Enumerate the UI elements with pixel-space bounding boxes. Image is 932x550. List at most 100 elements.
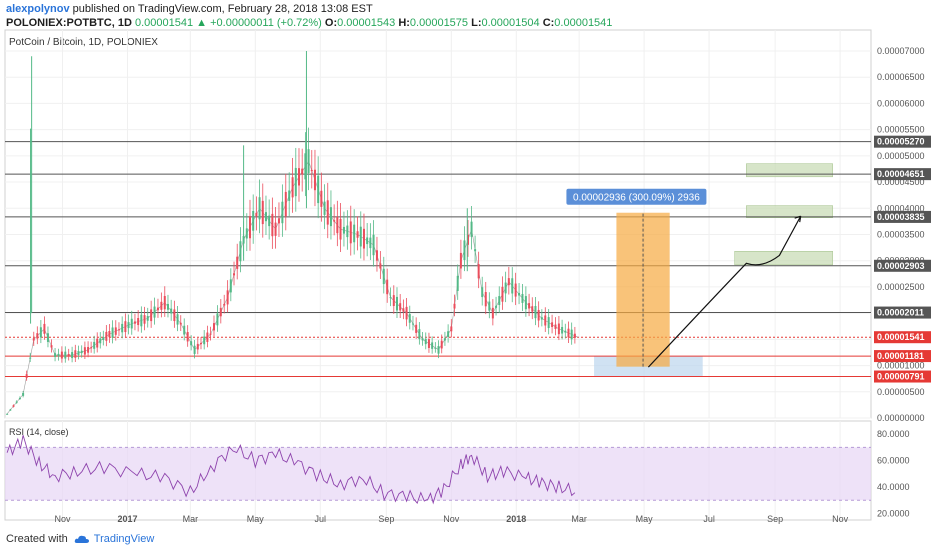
candle-body <box>307 149 310 174</box>
candle-body <box>143 315 146 324</box>
level-tag <box>874 306 931 319</box>
level-tag-label: 0.00004651 <box>877 169 925 179</box>
candle-body <box>248 216 251 239</box>
candle-body <box>258 197 261 220</box>
candle-body <box>326 200 329 225</box>
candle-body <box>411 323 414 325</box>
candle-body <box>488 301 491 311</box>
candle-body <box>447 331 450 337</box>
candle-body <box>392 295 395 306</box>
candle-body <box>415 324 418 333</box>
candle-body <box>386 279 389 295</box>
candle-body <box>544 315 547 326</box>
candle-body <box>212 323 215 331</box>
candle-body <box>443 338 446 341</box>
candle-body <box>470 221 473 237</box>
candle-body <box>83 347 86 355</box>
candle-body <box>93 341 96 349</box>
open-value: 0.00001543 <box>337 17 396 29</box>
close-value: 0.00001541 <box>554 17 613 29</box>
close-label: C: <box>542 17 555 29</box>
rsi-tick-label: 80.0000 <box>877 429 910 439</box>
candle-body <box>176 314 179 325</box>
y-tick-label: 0.00006000 <box>877 98 925 108</box>
candle-body <box>179 322 182 325</box>
x-tick-label: May <box>247 514 265 524</box>
target-zone <box>734 251 833 266</box>
candle-body <box>124 321 127 333</box>
candle-body <box>547 317 550 329</box>
candle-body <box>507 278 510 286</box>
candle-body <box>216 313 219 326</box>
measure-label-box <box>566 188 707 205</box>
candle-body <box>77 350 80 355</box>
target-zone <box>746 205 833 218</box>
candle-body <box>498 296 501 306</box>
candle-body <box>540 317 543 320</box>
candle-body <box>18 398 21 400</box>
candle-body <box>531 306 534 312</box>
rsi-tick-label: 60.0000 <box>877 456 910 466</box>
created-with-text: Created with <box>6 533 68 545</box>
main-pane[interactable] <box>4 29 872 419</box>
candle-body <box>173 309 176 322</box>
candle-body <box>223 303 226 306</box>
candle-body <box>50 345 53 348</box>
high-value: 0.00001575 <box>409 17 469 29</box>
level-tag <box>874 350 931 363</box>
candle-body <box>137 318 140 326</box>
level-tag <box>874 168 931 181</box>
projection-path[interactable] <box>647 215 802 368</box>
candle-body <box>511 278 514 294</box>
price-change-text: +0.00000011 (+0.72%) <box>210 17 322 29</box>
x-tick-label: Sep <box>378 514 394 524</box>
publish-info: published on TradingView.com, February 2… <box>72 3 373 15</box>
level-tag-label: 0.00003835 <box>877 212 925 222</box>
tradingview-brand: TradingView <box>93 533 155 545</box>
candle-body <box>372 234 375 256</box>
candle-body <box>261 200 264 225</box>
candle-body <box>573 333 576 338</box>
candle-body <box>39 327 42 338</box>
candle-body <box>453 303 456 309</box>
rsi-tick-label: 20.0000 <box>877 508 910 518</box>
candle-body <box>12 405 15 407</box>
candle-body <box>375 250 378 261</box>
candle-body <box>29 357 32 359</box>
ohlc-line: POLONIEX:POTBTC, 1D 0.00001541 ▲ +0.0000… <box>6 16 906 30</box>
footer: Created with TradingView <box>6 531 154 547</box>
candle-body <box>564 330 567 333</box>
candle-body <box>434 347 437 349</box>
candle-body <box>156 307 159 311</box>
candle-body <box>281 201 284 224</box>
y-tick-label: 0.00000000 <box>877 413 925 423</box>
candle-body <box>518 293 521 296</box>
candle-body <box>229 279 232 293</box>
candle-body <box>64 351 67 359</box>
tradingview-logo[interactable]: TradingView <box>74 533 155 545</box>
candle-body <box>186 332 189 342</box>
candle-body <box>150 309 153 322</box>
candle-body <box>313 169 316 191</box>
candle-body <box>71 352 74 359</box>
candle-body <box>166 303 169 310</box>
candle-body <box>551 322 554 327</box>
candle-body <box>463 240 466 261</box>
author-link[interactable]: alexpolynov <box>6 3 70 15</box>
chart-area[interactable]: PotCoin / Bitcoin, 1D, POLONIEX 0.000029… <box>0 0 932 532</box>
level-tag <box>874 331 931 344</box>
open-label: O: <box>324 17 338 29</box>
candle-body <box>481 287 484 298</box>
candle-body <box>209 333 212 335</box>
candle-body <box>15 401 18 403</box>
candle-body <box>252 211 255 231</box>
candle-body <box>271 213 274 237</box>
candle-body <box>474 249 477 252</box>
candle-body <box>382 268 385 285</box>
level-tag-label: 0.00002903 <box>877 261 925 271</box>
candle-body <box>495 305 498 308</box>
candle-body <box>111 327 114 338</box>
level-tag-label: 0.00001541 <box>877 332 925 342</box>
candle-body <box>362 228 365 249</box>
y-tick-label: 0.00000500 <box>877 387 925 397</box>
